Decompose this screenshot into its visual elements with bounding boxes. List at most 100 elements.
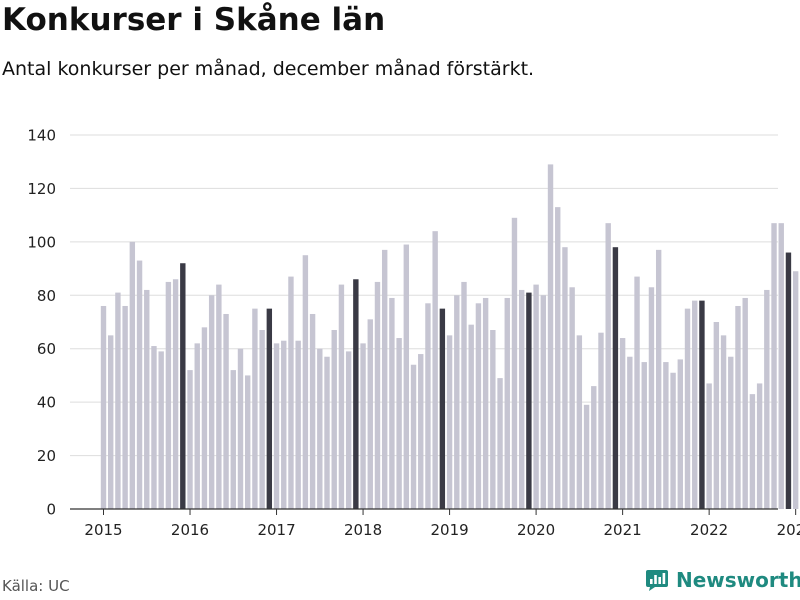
y-tick-label: 120 (27, 180, 56, 198)
bar (259, 330, 265, 509)
x-tick-label: 2018 (344, 521, 382, 539)
bar (245, 375, 251, 509)
bar (612, 247, 619, 509)
bar (591, 386, 597, 509)
bar (165, 281, 172, 509)
bar (785, 252, 792, 510)
x-tick-label: 2019 (430, 521, 468, 539)
bar (208, 295, 215, 509)
bar (302, 255, 309, 509)
y-tick-label: 40 (37, 394, 56, 412)
bar (115, 292, 121, 509)
y-tick-label: 80 (37, 287, 56, 305)
x-tick-label: 2021 (604, 521, 642, 539)
bar (223, 313, 229, 509)
bar (792, 271, 799, 509)
bar (360, 343, 366, 509)
x-tick-label: 2023 (777, 521, 800, 539)
bar (180, 263, 186, 509)
bar (504, 297, 510, 509)
bar (367, 319, 373, 509)
bar (655, 249, 662, 509)
bar (728, 356, 734, 509)
chart-subtitle: Antal konkurser per månad, december måna… (2, 58, 535, 80)
bar (144, 289, 150, 509)
newsworthy-logo[interactable]: Newsworthy (645, 568, 800, 592)
bar (252, 308, 258, 509)
bar (684, 308, 691, 509)
y-tick-label: 100 (27, 233, 56, 251)
bar (490, 330, 496, 509)
y-tick-label: 20 (37, 447, 56, 465)
bar (699, 300, 705, 509)
bar (540, 295, 547, 509)
bar (381, 249, 388, 509)
source-note: Källa: UC (2, 577, 70, 595)
bar (187, 370, 193, 509)
bar (418, 354, 424, 509)
bar (273, 343, 280, 509)
bar (511, 217, 518, 509)
bar (129, 241, 136, 510)
bar (641, 362, 647, 509)
x-tick-label: 2017 (257, 521, 295, 539)
bar (151, 346, 157, 509)
bar (324, 356, 330, 509)
bar (583, 404, 590, 509)
bar (331, 330, 337, 509)
bar (237, 348, 244, 509)
bar (461, 281, 467, 509)
bar (158, 351, 164, 509)
x-axis: 2015 2016 2017 2018 2019 2020 2021 2022 2023 (70, 508, 800, 539)
bar (533, 284, 539, 509)
bar (749, 394, 756, 509)
bar (295, 340, 301, 509)
y-tick-label: 60 (37, 340, 56, 358)
bar (742, 297, 748, 509)
brand-name: Newsworthy (676, 568, 800, 592)
bar (562, 247, 568, 509)
bar (482, 297, 489, 509)
bar (432, 231, 438, 510)
bar (446, 335, 453, 509)
bar (713, 322, 720, 509)
bar (136, 260, 143, 509)
x-tick-label: 2016 (171, 521, 209, 539)
x-tick-label: 2020 (517, 521, 555, 539)
bar (100, 305, 107, 509)
bar (345, 351, 352, 509)
x-tick-label: 2022 (690, 521, 728, 539)
y-tick-label: 140 (27, 127, 56, 145)
bar (403, 244, 410, 509)
bar (627, 356, 633, 509)
bar (677, 359, 683, 509)
bar (598, 332, 604, 509)
bars (100, 164, 799, 510)
bar (216, 284, 222, 509)
bar (764, 289, 770, 509)
bar (439, 308, 446, 509)
bar (396, 338, 402, 509)
bar (756, 383, 763, 509)
bar (526, 292, 532, 509)
bar (547, 164, 554, 509)
bar (338, 284, 345, 509)
bar (309, 313, 316, 509)
chart-title: Konkurser i Skåne län (2, 2, 386, 38)
bar (619, 338, 626, 509)
bar (410, 364, 417, 509)
bar (475, 303, 482, 509)
bar (122, 305, 128, 509)
bar (706, 383, 712, 509)
bar (576, 335, 583, 509)
bar (605, 223, 611, 509)
newsworthy-icon (646, 570, 668, 591)
bar (670, 372, 676, 509)
bar (555, 207, 561, 509)
bar (230, 370, 236, 509)
bar (648, 287, 655, 509)
bar (771, 223, 777, 509)
bar (778, 223, 784, 509)
y-tick-label: 0 (46, 501, 56, 519)
